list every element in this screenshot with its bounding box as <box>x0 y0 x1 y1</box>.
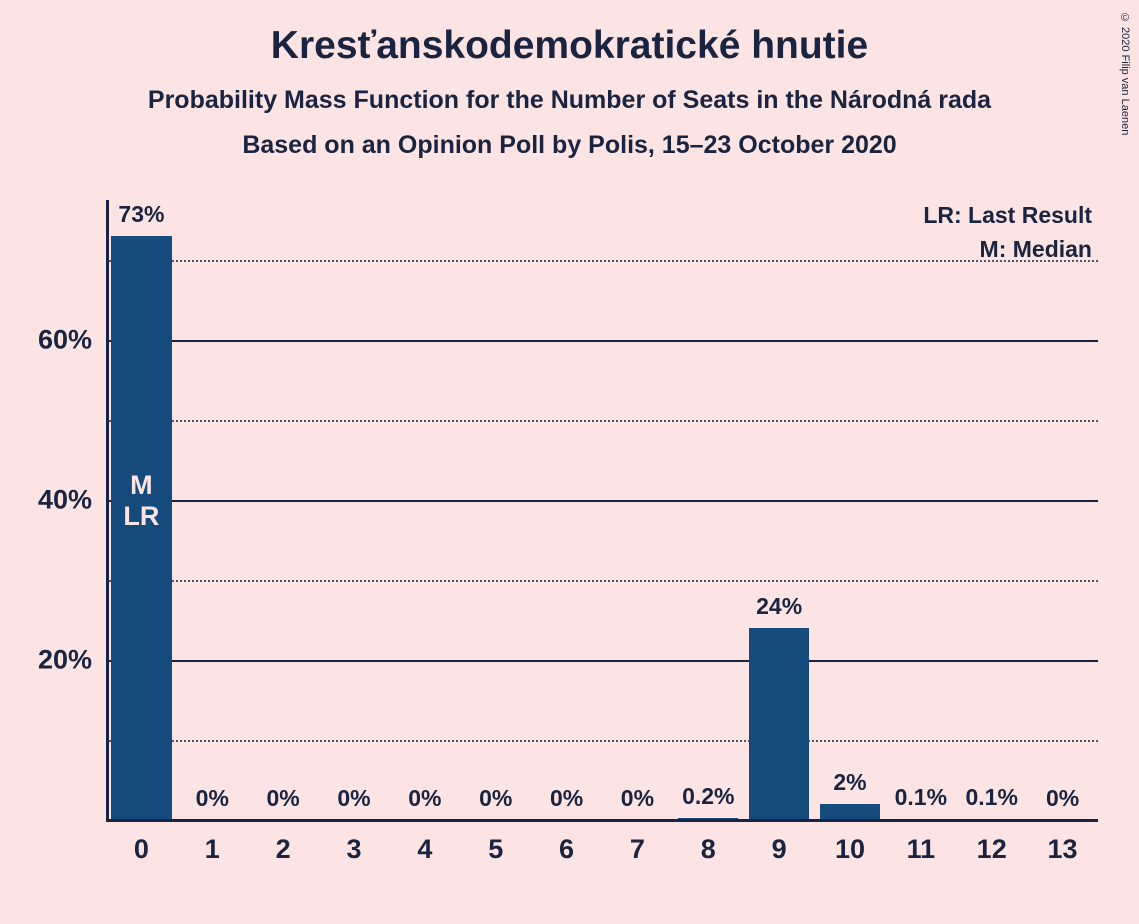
bar-value-label: 24% <box>756 593 802 620</box>
bar-value-label: 73% <box>118 201 164 228</box>
gridline-minor <box>109 740 1098 742</box>
x-axis-label: 12 <box>977 834 1007 865</box>
bar: MLR <box>111 236 171 820</box>
x-axis-label: 2 <box>276 834 291 865</box>
x-axis-label: 3 <box>346 834 361 865</box>
y-axis-label: 20% <box>38 645 92 676</box>
gridline-major <box>109 340 1098 342</box>
x-axis-label: 1 <box>205 834 220 865</box>
x-axis-label: 4 <box>417 834 432 865</box>
gridline-minor <box>109 260 1098 262</box>
chart-plot-area: 20%40%60%MLR73%00%10%20%30%40%50%60%70.2… <box>106 220 1098 820</box>
y-axis <box>106 200 109 820</box>
x-axis-label: 10 <box>835 834 865 865</box>
gridline-minor <box>109 420 1098 422</box>
bar-value-label: 0% <box>1046 785 1079 812</box>
x-axis-label: 0 <box>134 834 149 865</box>
bar-value-label: 0% <box>621 785 654 812</box>
x-axis <box>106 819 1098 822</box>
bar-value-label: 0% <box>267 785 300 812</box>
gridline-major <box>109 500 1098 502</box>
gridline-major <box>109 660 1098 662</box>
x-axis-label: 5 <box>488 834 503 865</box>
x-axis-label: 8 <box>701 834 716 865</box>
bar-value-label: 0% <box>408 785 441 812</box>
bar-annotation-median-lr: MLR <box>111 470 171 532</box>
bar-value-label: 0.1% <box>895 784 947 811</box>
x-axis-label: 7 <box>630 834 645 865</box>
bar-value-label: 0% <box>550 785 583 812</box>
bar <box>820 804 880 820</box>
x-axis-label: 11 <box>907 834 936 865</box>
bar-value-label: 0% <box>479 785 512 812</box>
legend-median: M: Median <box>980 236 1092 263</box>
gridline-minor <box>109 580 1098 582</box>
bar-value-label: 0.2% <box>682 783 734 810</box>
bar-value-label: 0% <box>337 785 370 812</box>
y-axis-label: 40% <box>38 485 92 516</box>
legend-last-result: LR: Last Result <box>923 202 1092 229</box>
x-axis-label: 9 <box>772 834 787 865</box>
x-axis-label: 13 <box>1048 834 1078 865</box>
bar-value-label: 0% <box>196 785 229 812</box>
chart-subtitle-2: Based on an Opinion Poll by Polis, 15–23… <box>0 131 1139 160</box>
y-axis-label: 60% <box>38 325 92 356</box>
chart-subtitle-1: Probability Mass Function for the Number… <box>0 86 1139 115</box>
copyright-text: © 2020 Filip van Laenen <box>1119 12 1131 135</box>
chart-title: Kresťanskodemokratické hnutie <box>0 0 1139 68</box>
bar-value-label: 2% <box>833 769 866 796</box>
bar-value-label: 0.1% <box>965 784 1017 811</box>
bar <box>749 628 809 820</box>
x-axis-label: 6 <box>559 834 574 865</box>
